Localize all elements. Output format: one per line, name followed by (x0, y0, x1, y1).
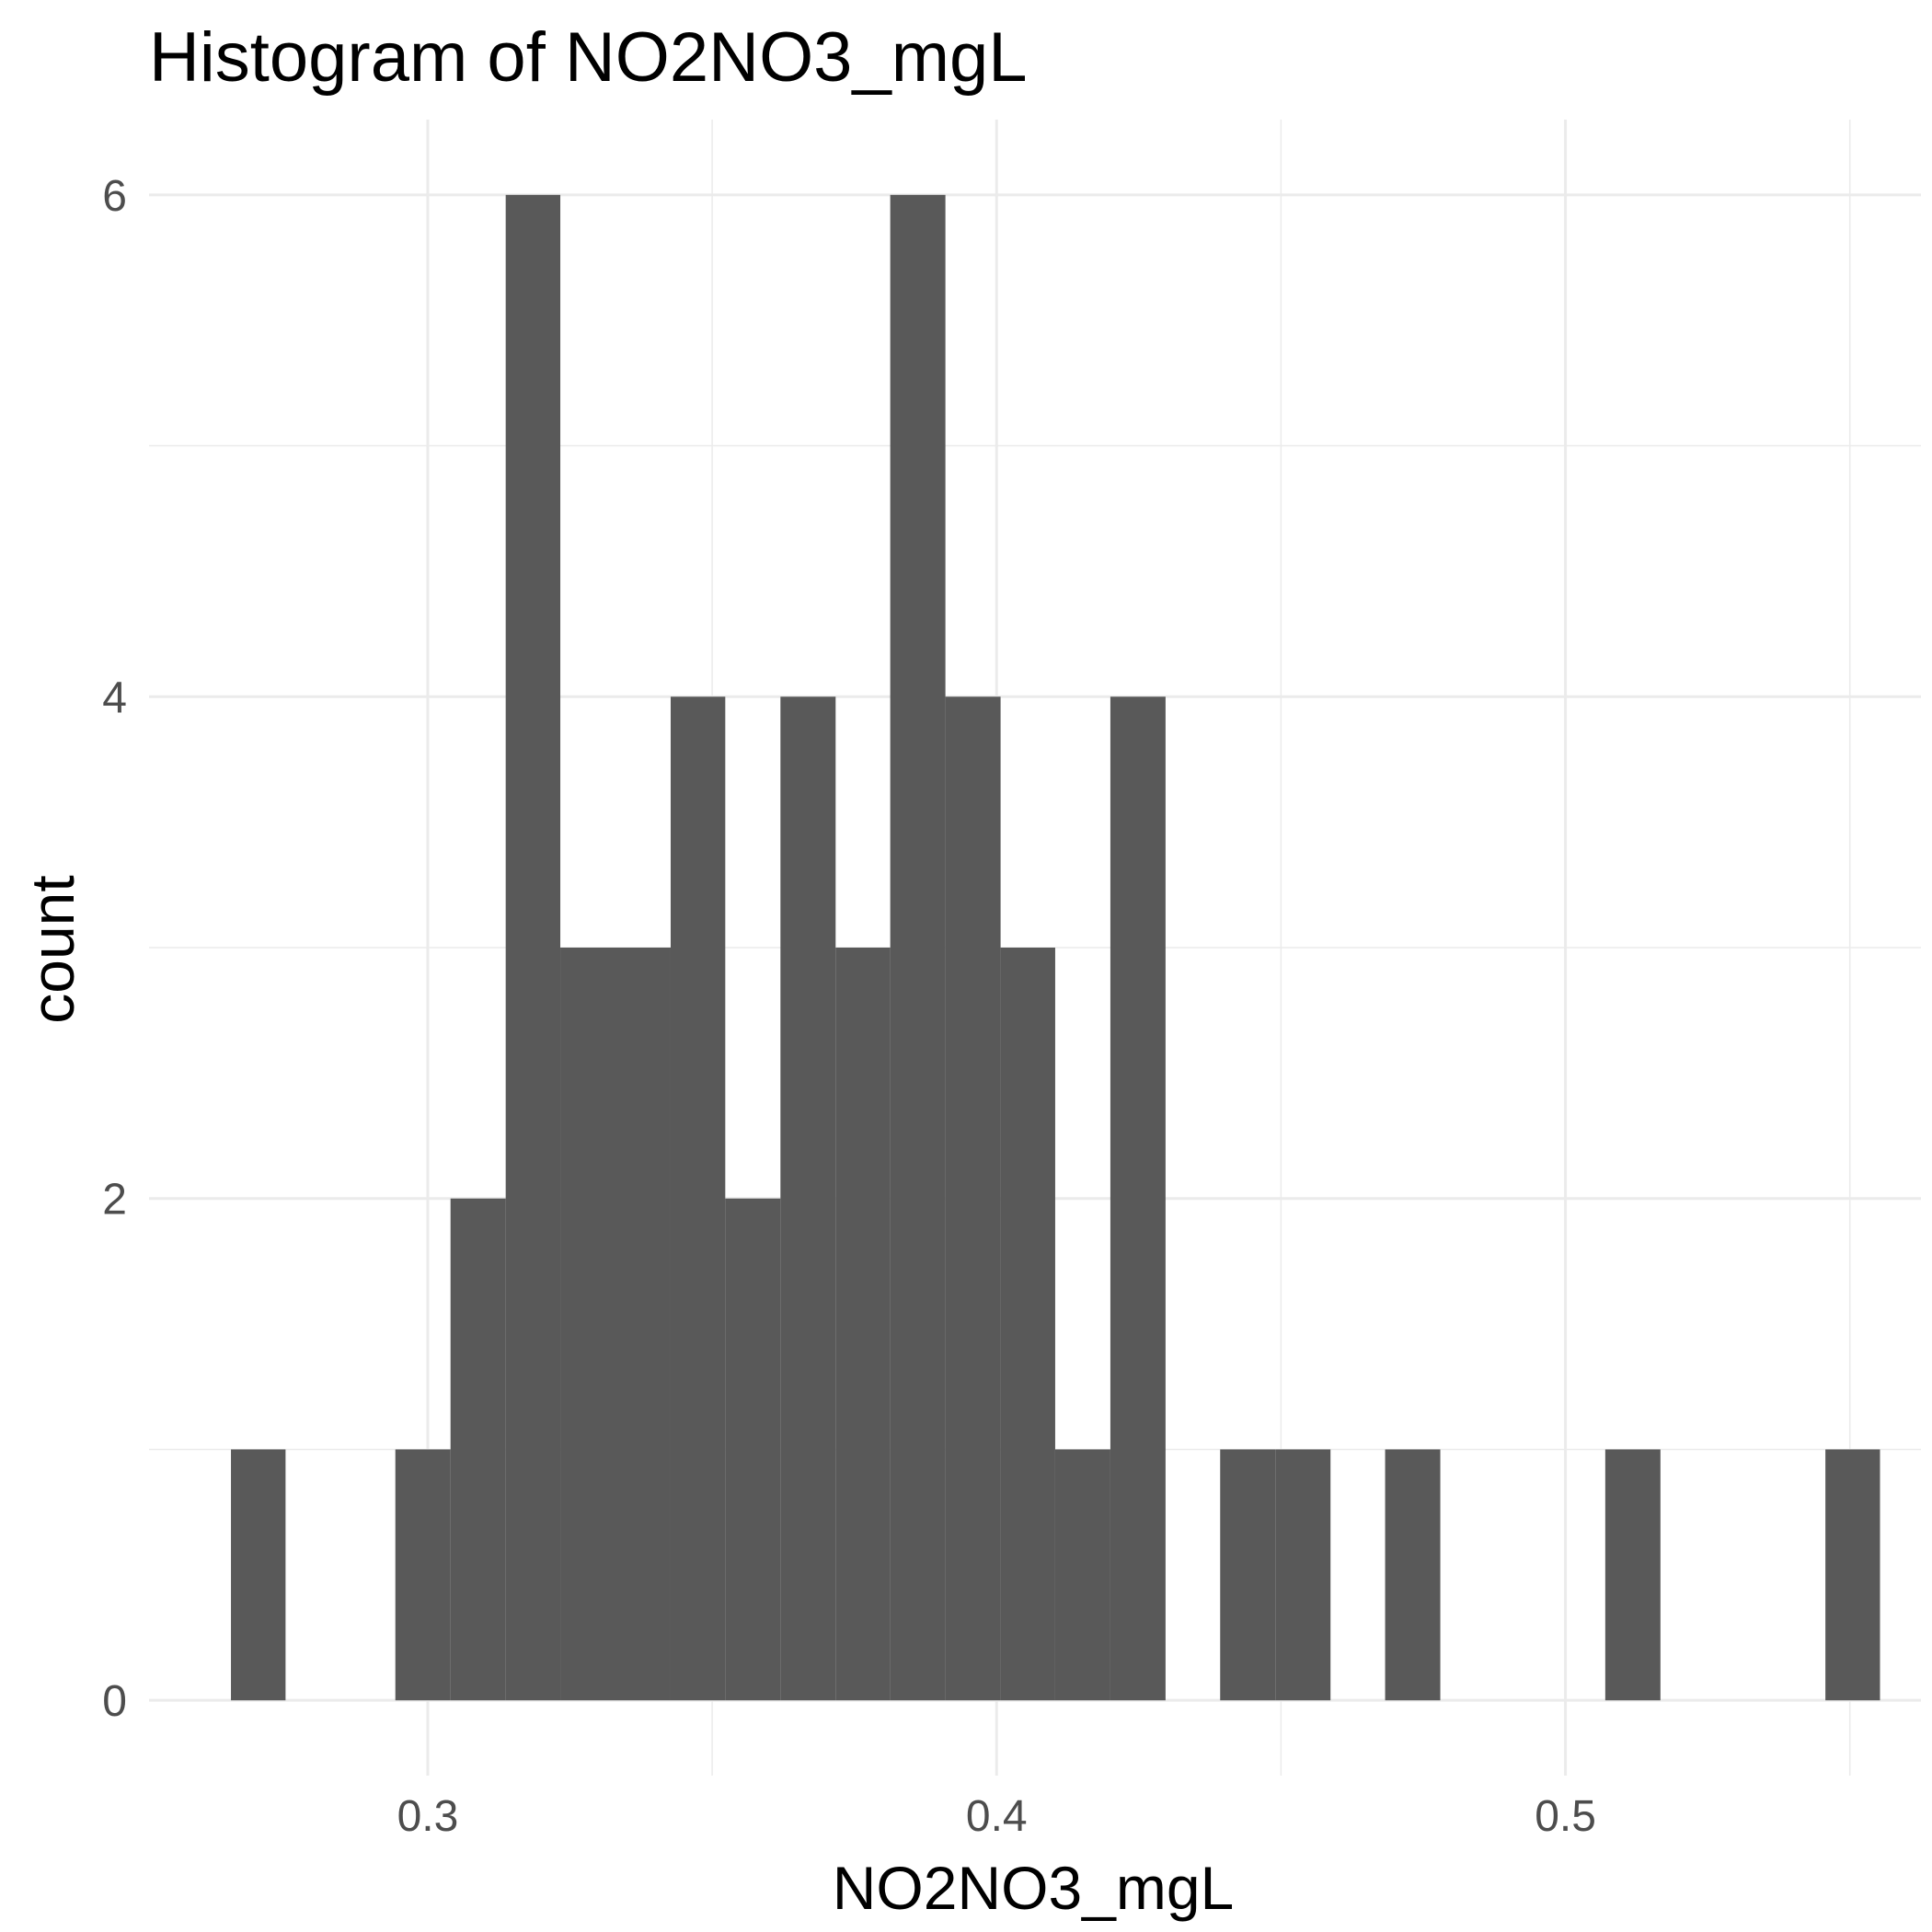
histogram-bar (1054, 1449, 1110, 1701)
histogram-bar (670, 696, 726, 1701)
histogram-bar (450, 1198, 506, 1701)
histogram-bar (1000, 948, 1055, 1701)
y-axis-ticks: 0 2 4 6 (102, 172, 127, 1726)
histogram-bar (560, 948, 616, 1701)
y-tick-label: 2 (102, 1176, 127, 1225)
histogram-bar (725, 1198, 781, 1701)
histogram-bars (231, 194, 1880, 1701)
x-axis-ticks: 0.3 0.4 0.5 (397, 1792, 1596, 1841)
histogram-bar (1604, 1449, 1661, 1701)
histogram-bar (1825, 1449, 1880, 1701)
histogram-bar (615, 948, 671, 1701)
histogram-bar (395, 1449, 451, 1701)
chart-title: Histogram of NO2NO3_mgL (149, 18, 1028, 97)
histogram-bar (890, 194, 946, 1701)
x-tick-label: 0.3 (397, 1792, 459, 1841)
y-axis-title: count (18, 875, 86, 1023)
histogram-bar (835, 948, 891, 1701)
x-axis-title: NO2NO3_mgL (833, 1854, 1235, 1922)
y-tick-label: 0 (102, 1677, 127, 1726)
histogram-bar (1385, 1449, 1441, 1701)
histogram-bar (1220, 1449, 1276, 1701)
histogram-bar (231, 1449, 286, 1701)
histogram-bar (780, 696, 836, 1701)
histogram-bar (945, 696, 1001, 1701)
y-tick-label: 6 (102, 172, 127, 221)
y-tick-label: 4 (102, 673, 127, 722)
histogram-bar (1275, 1449, 1331, 1701)
x-tick-label: 0.5 (1535, 1792, 1596, 1841)
histogram-bar (505, 194, 561, 1701)
histogram-bar (1110, 696, 1166, 1701)
x-tick-label: 0.4 (966, 1792, 1028, 1841)
